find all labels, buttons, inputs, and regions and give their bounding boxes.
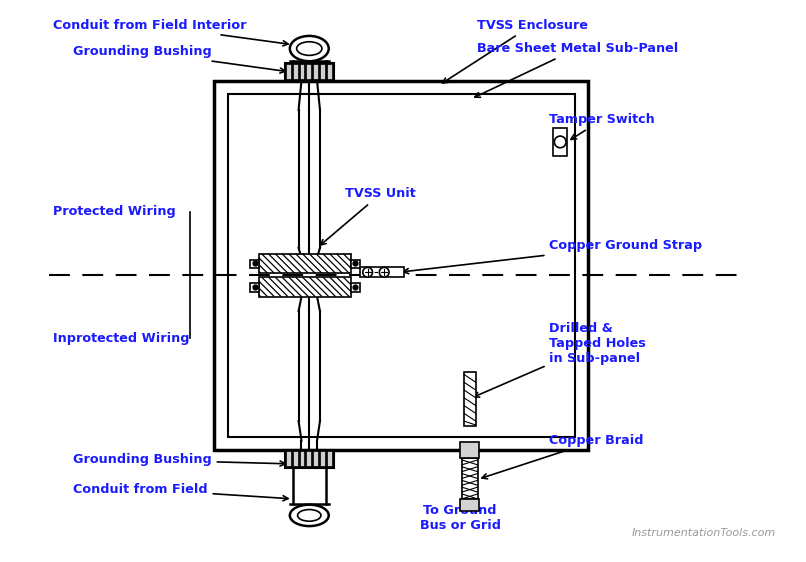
Bar <box>351 260 359 269</box>
Bar <box>259 277 351 297</box>
Text: Copper Braid: Copper Braid <box>482 434 644 479</box>
Circle shape <box>555 136 566 148</box>
Bar <box>554 128 567 156</box>
Bar <box>293 451 298 467</box>
Bar <box>259 254 351 273</box>
Bar <box>326 64 333 80</box>
Text: Copper Ground Strap: Copper Ground Strap <box>403 239 703 274</box>
Bar <box>285 450 334 468</box>
Ellipse shape <box>297 42 322 56</box>
Bar <box>351 283 359 292</box>
Bar <box>359 268 404 277</box>
Text: TVSS Unit: TVSS Unit <box>321 187 416 245</box>
Bar <box>314 64 319 80</box>
Text: Drilled &
Tapped Holes
in Sub-panel: Drilled & Tapped Holes in Sub-panel <box>474 321 646 397</box>
Bar <box>286 64 292 80</box>
Bar <box>286 451 292 467</box>
Bar <box>250 283 259 292</box>
Bar <box>300 64 305 80</box>
Bar <box>460 442 480 458</box>
Bar <box>306 64 312 80</box>
Bar <box>306 451 312 467</box>
Ellipse shape <box>290 36 329 61</box>
Bar <box>326 451 333 467</box>
Text: InstrumentationTools.com: InstrumentationTools.com <box>632 528 776 538</box>
Bar <box>214 81 588 450</box>
Text: Grounding Bushing: Grounding Bushing <box>73 45 285 73</box>
Text: Conduit from Field Interior: Conduit from Field Interior <box>53 19 288 46</box>
Text: Bare Sheet Metal Sub-Panel: Bare Sheet Metal Sub-Panel <box>475 42 678 97</box>
Text: Grounding Bushing: Grounding Bushing <box>73 454 285 466</box>
Bar <box>227 94 575 437</box>
Text: Inprotected Wiring: Inprotected Wiring <box>53 332 190 345</box>
Bar <box>250 260 259 269</box>
Text: Protected Wiring: Protected Wiring <box>53 206 177 219</box>
Ellipse shape <box>297 510 321 521</box>
Text: Conduit from Field: Conduit from Field <box>73 483 288 501</box>
Ellipse shape <box>290 505 329 526</box>
Bar <box>460 499 480 510</box>
Bar <box>285 63 334 81</box>
Bar <box>462 458 477 499</box>
Circle shape <box>380 268 389 277</box>
Bar <box>300 451 305 467</box>
Text: TVSS Enclosure: TVSS Enclosure <box>442 19 588 83</box>
Bar <box>314 451 319 467</box>
Text: Tamper Switch: Tamper Switch <box>550 113 655 139</box>
Bar <box>464 373 476 426</box>
Text: To Ground
Bus or Grid: To Ground Bus or Grid <box>419 504 501 532</box>
Bar <box>320 451 326 467</box>
Bar <box>293 64 298 80</box>
Circle shape <box>363 268 372 277</box>
Bar <box>320 64 326 80</box>
